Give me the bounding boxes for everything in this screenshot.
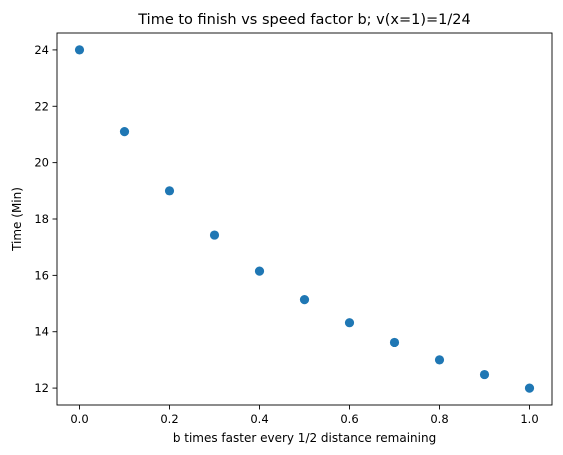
y-tick-label: 14 xyxy=(34,325,49,339)
y-axis-label: Time (Min) xyxy=(10,187,24,252)
data-point xyxy=(479,369,490,380)
data-point xyxy=(74,45,85,55)
x-tick-label: 0.2 xyxy=(160,412,178,426)
y-tick-label: 12 xyxy=(34,381,49,395)
x-tick-label: 1.0 xyxy=(520,412,538,426)
data-point xyxy=(524,383,535,393)
y-tick-label: 18 xyxy=(34,212,49,226)
x-axis-label: b times faster every 1/2 distance remain… xyxy=(173,431,436,445)
plot-area: 0.0 0.2 0.4 0.6 0.8 1.0 12 14 16 18 20 22 24 xyxy=(34,32,553,426)
data-point xyxy=(389,337,400,348)
y-tick-label: 24 xyxy=(34,43,49,57)
axes-frame xyxy=(56,32,553,406)
data-point xyxy=(434,355,445,365)
chart-title: Time to finish vs speed factor b; v(x=1)… xyxy=(137,12,470,28)
data-point xyxy=(344,318,355,328)
data-point xyxy=(254,266,265,276)
y-tick-label: 20 xyxy=(34,156,49,170)
data-point xyxy=(119,127,130,137)
data-point xyxy=(164,186,175,196)
y-tick-label: 22 xyxy=(34,99,49,113)
data-point xyxy=(299,295,310,305)
x-tick-label: 0.0 xyxy=(70,412,88,426)
x-tick-label: 0.4 xyxy=(250,412,268,426)
y-tick-label: 16 xyxy=(34,268,49,282)
data-point xyxy=(209,230,220,240)
x-tick-label: 0.6 xyxy=(340,412,358,426)
x-tick-label: 0.8 xyxy=(430,412,448,426)
